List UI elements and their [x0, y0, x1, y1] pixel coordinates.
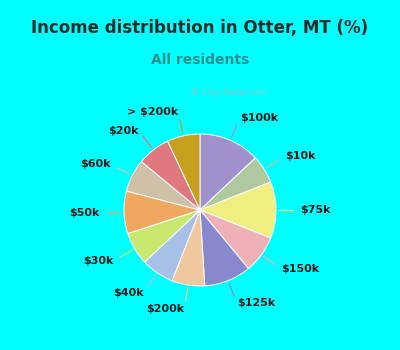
Text: $75k: $75k	[300, 205, 331, 215]
Wedge shape	[200, 182, 276, 238]
Text: $30k: $30k	[83, 256, 114, 266]
Wedge shape	[144, 210, 200, 281]
Text: All residents: All residents	[151, 52, 249, 66]
Text: © City-Data.com: © City-Data.com	[190, 89, 267, 97]
Text: $40k: $40k	[113, 288, 144, 298]
Wedge shape	[200, 134, 256, 210]
Wedge shape	[124, 191, 200, 233]
Wedge shape	[200, 210, 248, 286]
Text: $50k: $50k	[69, 208, 100, 218]
Wedge shape	[200, 210, 271, 268]
Wedge shape	[128, 210, 200, 262]
Text: > $200k: > $200k	[127, 107, 178, 117]
Text: $20k: $20k	[108, 126, 138, 136]
Text: Income distribution in Otter, MT (%): Income distribution in Otter, MT (%)	[32, 19, 368, 37]
Wedge shape	[172, 210, 205, 286]
Text: $100k: $100k	[240, 113, 278, 123]
Wedge shape	[168, 134, 200, 210]
Wedge shape	[126, 162, 200, 210]
Text: $60k: $60k	[80, 160, 111, 169]
Text: $200k: $200k	[146, 304, 184, 314]
Text: $125k: $125k	[237, 298, 275, 308]
Wedge shape	[142, 141, 200, 210]
Text: $10k: $10k	[285, 151, 315, 161]
Text: $150k: $150k	[281, 264, 319, 274]
Wedge shape	[200, 158, 271, 210]
